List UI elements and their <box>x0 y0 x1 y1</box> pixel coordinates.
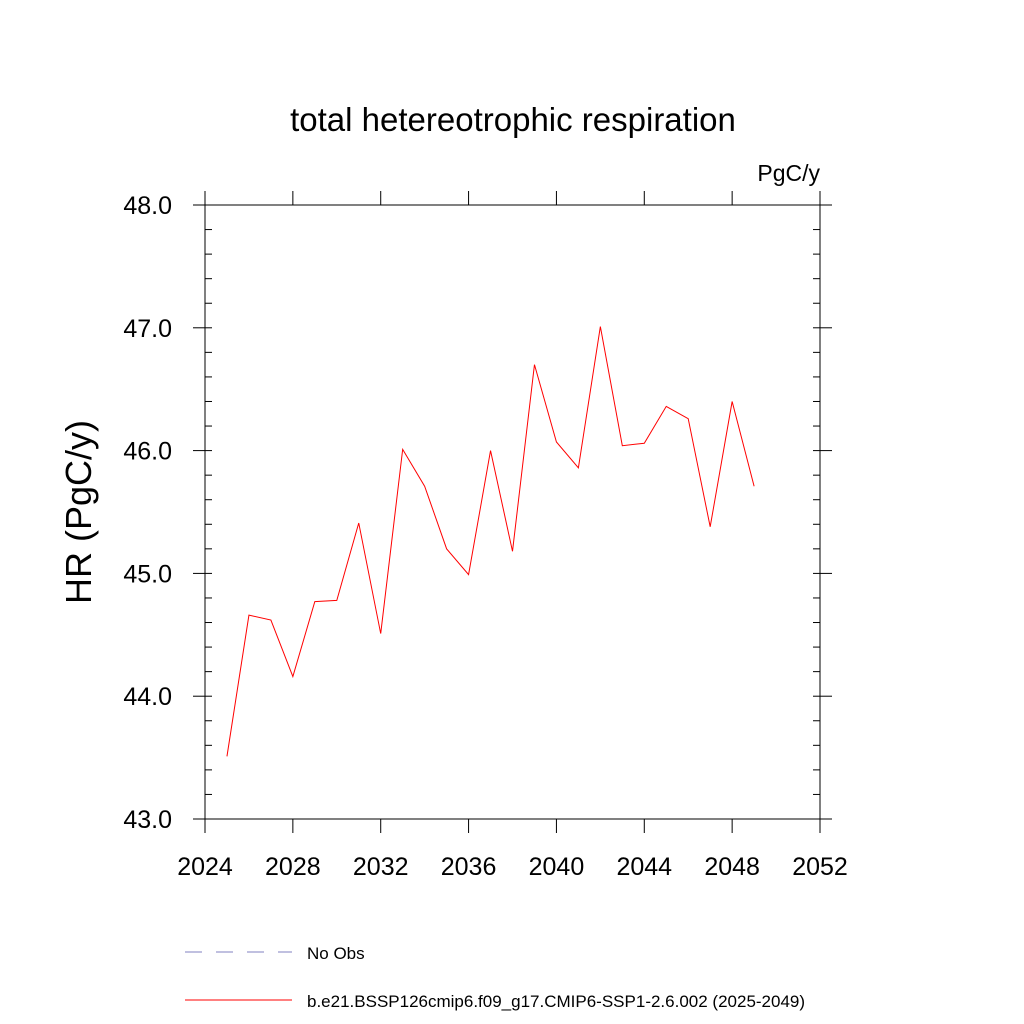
legend-label-series: b.e21.BSSP126cmip6.f09_g17.CMIP6-SSP1-2.… <box>307 992 805 1011</box>
y-tick-label: 48.0 <box>123 192 172 220</box>
x-tick-label: 2052 <box>792 853 848 881</box>
y-tick-label: 43.0 <box>123 806 172 834</box>
chart-title: total hetereotrophic respiration <box>290 101 736 138</box>
x-tick-label: 2028 <box>265 853 321 881</box>
y-tick-label: 47.0 <box>123 315 172 343</box>
series-line <box>226 326 755 757</box>
legend-label-no-obs: No Obs <box>307 944 365 963</box>
legend: No Obs b.e21.BSSP126cmip6.f09_g17.CMIP6-… <box>185 944 805 1011</box>
x-tick-label: 2036 <box>441 853 497 881</box>
y-tick-label: 44.0 <box>123 683 172 711</box>
x-tick-label: 2024 <box>177 853 233 881</box>
x-tick-label: 2044 <box>616 853 672 881</box>
x-tick-labels: 2024 2028 2032 2036 2040 2044 2048 2052 <box>177 853 848 881</box>
x-tick-label: 2048 <box>704 853 760 881</box>
y-tick-label: 46.0 <box>123 438 172 466</box>
x-tick-label: 2032 <box>353 853 409 881</box>
y-tick-label: 45.0 <box>123 560 172 588</box>
series-layer <box>226 326 755 757</box>
x-tick-label: 2040 <box>529 853 585 881</box>
plot-frame <box>204 204 821 820</box>
ticks-layer <box>193 191 832 833</box>
units-label: PgC/y <box>757 160 820 186</box>
y-axis-label: HR (PgC/y) <box>58 420 99 604</box>
y-tick-labels: 43.0 44.0 45.0 46.0 47.0 48.0 <box>123 192 172 834</box>
